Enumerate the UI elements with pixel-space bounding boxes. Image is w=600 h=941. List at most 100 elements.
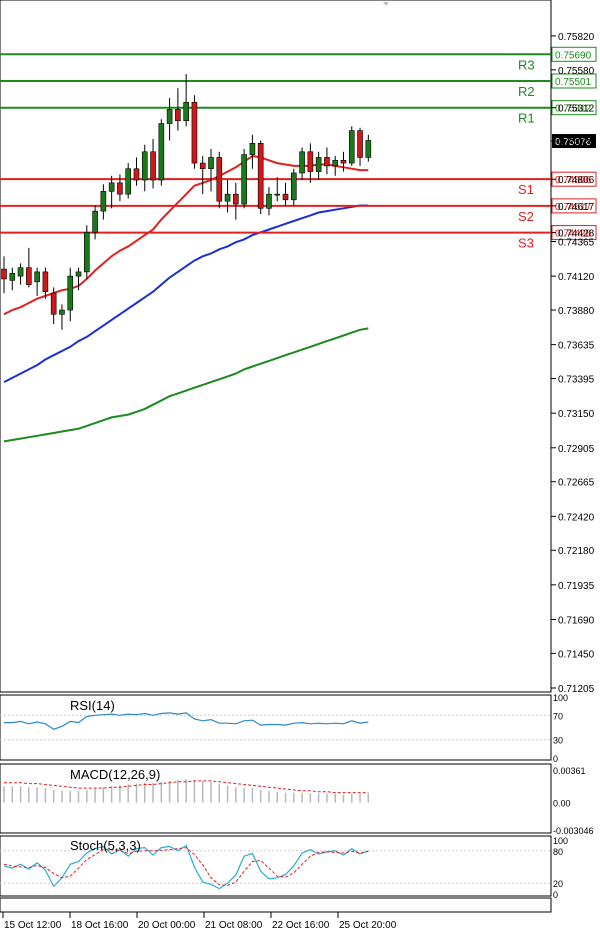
candle-body bbox=[158, 123, 165, 181]
stoch-k-line bbox=[3, 844, 369, 890]
stoch-d-line bbox=[3, 847, 369, 886]
stoch-tick-label: 0 bbox=[553, 890, 558, 900]
moving-average-line bbox=[3, 327, 369, 443]
level-price-label: 0.75690 bbox=[555, 50, 592, 61]
price-tick-label: 0.75076 bbox=[558, 137, 595, 148]
candle-body bbox=[208, 157, 214, 170]
price-pane-frame bbox=[0, 0, 552, 693]
price-tick-label: 0.73635 bbox=[558, 341, 595, 352]
rsi-tick-label: 30 bbox=[553, 736, 563, 746]
candle-body bbox=[100, 191, 107, 212]
candle-body bbox=[348, 130, 355, 164]
rsi-line bbox=[4, 712, 369, 730]
candle-body bbox=[340, 159, 347, 164]
level-price-label: 0.74617 bbox=[555, 202, 592, 213]
candle-body bbox=[133, 168, 140, 181]
time-label: 25 Oct 20:00 bbox=[339, 920, 397, 931]
moving-average-line bbox=[3, 204, 369, 383]
candle-body bbox=[117, 182, 123, 195]
candle-body bbox=[175, 109, 181, 121]
candle-body bbox=[299, 151, 305, 174]
candle-body bbox=[290, 172, 297, 201]
candle-body bbox=[108, 182, 115, 192]
candle-body bbox=[224, 193, 231, 202]
candle-body bbox=[50, 292, 57, 315]
candle-body bbox=[166, 109, 173, 124]
macd-tick-label: 0.00361 bbox=[553, 766, 586, 776]
candle-body bbox=[365, 140, 372, 158]
candle-body bbox=[150, 151, 156, 181]
price-tick-label: 0.72420 bbox=[558, 512, 595, 523]
rsi-tick-label: 0 bbox=[553, 754, 558, 764]
candle-body bbox=[191, 102, 198, 164]
candle-body bbox=[241, 154, 247, 205]
current-price-box bbox=[552, 134, 596, 149]
price-tick-label: 0.72180 bbox=[558, 546, 595, 557]
macd-title: MACD(12,26,9) bbox=[70, 767, 160, 782]
price-tick-label: 0.75312 bbox=[558, 104, 595, 115]
candle-body bbox=[183, 102, 189, 121]
candle-body bbox=[307, 151, 314, 172]
level-price-box bbox=[551, 46, 597, 62]
level-price-box bbox=[551, 73, 597, 89]
candle-body bbox=[34, 271, 40, 283]
candle-body bbox=[257, 142, 264, 209]
candle-body bbox=[92, 210, 98, 233]
rsi-tick-label: 70 bbox=[553, 711, 563, 721]
stoch-tick-label: 80 bbox=[553, 847, 563, 857]
price-tick-label: 0.73880 bbox=[558, 306, 595, 317]
time-label: 20 Oct 00:00 bbox=[138, 920, 196, 931]
price-tick-label: 0.73150 bbox=[558, 409, 595, 420]
level-name-r1: R1 bbox=[518, 111, 535, 126]
level-name-r3: R3 bbox=[518, 57, 535, 72]
price-tick-label: 0.72905 bbox=[558, 444, 595, 455]
level-price-label: 0.74806 bbox=[555, 175, 592, 186]
candle-body bbox=[216, 157, 223, 202]
candle-body bbox=[42, 271, 49, 292]
candle-body bbox=[274, 193, 281, 196]
time-label: 18 Oct 16:00 bbox=[71, 920, 129, 931]
current-price-label: 0.75076 bbox=[555, 137, 592, 148]
price-tick-label: 0.71450 bbox=[558, 649, 595, 660]
candle-body bbox=[125, 168, 131, 195]
rsi-tick-label: 100 bbox=[553, 693, 568, 703]
level-name-r2: R2 bbox=[518, 84, 535, 99]
price-tick-label: 0.75820 bbox=[558, 32, 595, 43]
level-price-label: 0.75312 bbox=[555, 104, 592, 115]
candle-body bbox=[233, 193, 239, 205]
price-tick-label: 0.71690 bbox=[558, 615, 595, 626]
time-label: 22 Oct 16:00 bbox=[272, 920, 330, 931]
price-tick-label: 0.74806 bbox=[558, 175, 595, 186]
candle-body bbox=[141, 151, 148, 181]
level-price-label: 0.74428 bbox=[555, 229, 592, 240]
macd-signal-line bbox=[4, 780, 369, 794]
candle-body bbox=[199, 162, 206, 170]
stoch-pane-frame bbox=[0, 835, 552, 897]
scroll-marker-icon bbox=[383, 2, 389, 6]
candle-body bbox=[1, 268, 7, 280]
level-name-s1: S1 bbox=[518, 182, 534, 197]
stoch-title: Stoch(5,3,3) bbox=[70, 838, 141, 853]
level-name-s3: S3 bbox=[518, 236, 534, 251]
candle-body bbox=[17, 267, 24, 277]
price-tick-label: 0.75580 bbox=[558, 66, 595, 77]
candle-body bbox=[9, 272, 16, 281]
macd-tick-label: 0.00 bbox=[553, 799, 571, 809]
time-label: 21 Oct 08:00 bbox=[205, 920, 263, 931]
level-price-label: 0.75501 bbox=[555, 77, 592, 88]
macd-pane-frame bbox=[0, 763, 552, 834]
candle-body bbox=[266, 193, 272, 209]
candle-body bbox=[282, 193, 289, 201]
price-tick-label: 0.73395 bbox=[558, 375, 595, 386]
time-label: 15 Oct 12:00 bbox=[4, 920, 62, 931]
price-tick-label: 0.74120 bbox=[558, 272, 595, 283]
price-tick-label: 0.74617 bbox=[558, 202, 595, 213]
rsi-pane-frame bbox=[0, 694, 552, 761]
candle-body bbox=[249, 142, 256, 155]
candle-body bbox=[67, 275, 74, 311]
rsi-title: RSI(14) bbox=[70, 698, 115, 713]
level-name-s2: S2 bbox=[518, 209, 534, 224]
price-tick-label: 0.71935 bbox=[558, 581, 595, 592]
